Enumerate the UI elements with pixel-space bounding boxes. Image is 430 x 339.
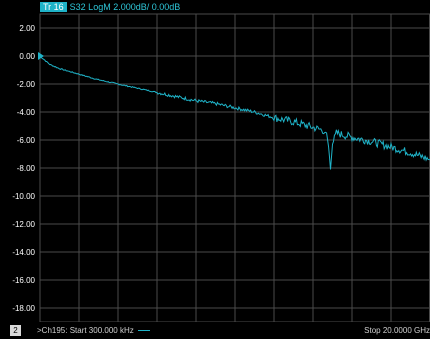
- y-axis-labels: 2.00 0.00 -2.00 -4.00 -6.00 -8.00 -10.00 -12.00…: [12, 24, 35, 313]
- y-tick-label: -18.00: [12, 304, 35, 313]
- y-tick-label: -2.00: [17, 80, 36, 89]
- start-frequency-label: >Ch195: Start 300.000 kHz: [37, 326, 134, 335]
- trace-plot[interactable]: 2.00 0.00 -2.00 -4.00 -6.00 -8.00 -10.00 -12.00…: [0, 0, 430, 322]
- trace-header[interactable]: Tr 16 S32 LogM 2.000dB/ 0.00dB: [40, 0, 180, 14]
- plot-grid: [39, 13, 430, 322]
- stop-frequency: Stop 20.0000 GHz: [364, 326, 430, 335]
- trace-legend-dash: [137, 330, 150, 332]
- y-tick-label: -14.00: [12, 248, 35, 257]
- y-tick-label: 2.00: [19, 24, 35, 33]
- y-tick-label: -12.00: [12, 220, 35, 229]
- y-tick-label: -6.00: [17, 136, 36, 145]
- y-tick-label: -4.00: [17, 108, 36, 117]
- reference-level-marker[interactable]: [38, 52, 44, 60]
- y-tick-label: -8.00: [17, 164, 36, 173]
- channel-number[interactable]: 2: [10, 325, 21, 336]
- y-tick-label: -10.00: [12, 192, 35, 201]
- y-tick-label: 0.00: [19, 52, 35, 61]
- y-tick-label: -16.00: [12, 276, 35, 285]
- trace-format[interactable]: S32 LogM 2.000dB/ 0.00dB: [69, 2, 181, 12]
- s32-trace-line: [39, 55, 430, 170]
- status-footer: 2 >Ch195: Start 300.000 kHz Stop 20.0000…: [0, 322, 430, 339]
- start-frequency: >Ch195: Start 300.000 kHz: [37, 322, 150, 339]
- trace-badge[interactable]: Tr 16: [40, 2, 67, 12]
